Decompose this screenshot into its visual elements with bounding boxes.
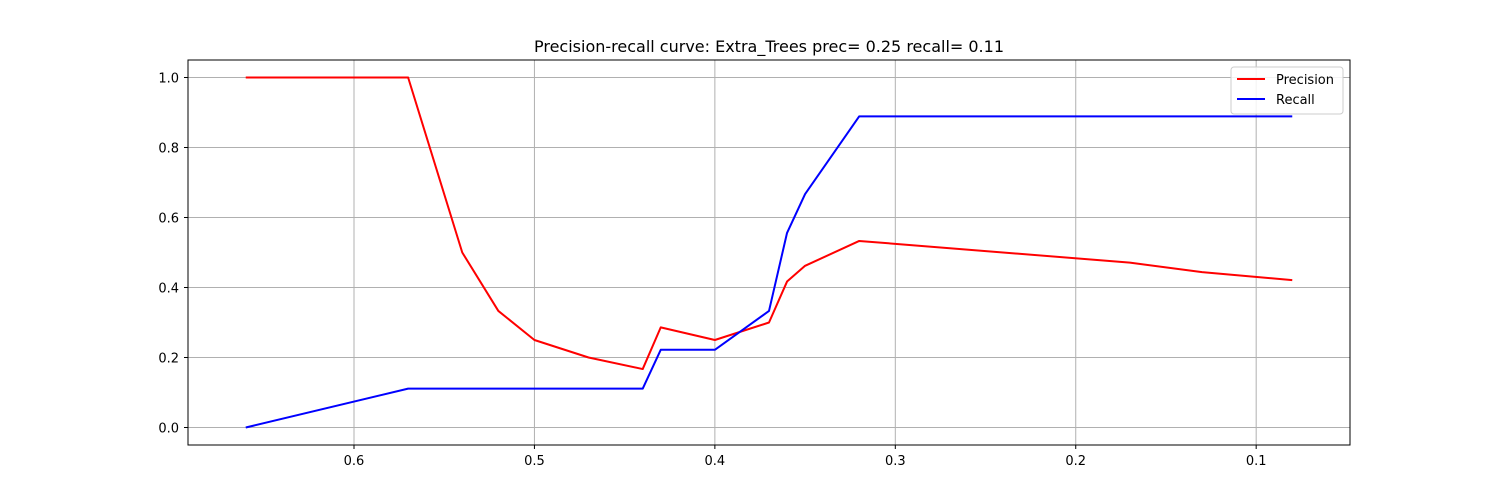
y-tick-label: 0.2	[158, 352, 179, 367]
series-lines	[245, 76, 1293, 429]
series-line-precision	[245, 76, 1293, 371]
y-tick-label: 0.6	[158, 212, 179, 227]
y-tick-label: 0.4	[158, 282, 179, 297]
grid-lines	[188, 60, 1350, 445]
axis-ticks: 0.6 0.5 0.4 0.3 0.2 0.1 0.0 0.2 0.4 0.6 0.8 1.0	[158, 72, 1266, 470]
plot-frame	[187, 59, 1351, 446]
x-tick-label: 0.3	[885, 454, 906, 469]
x-tick-label: 0.5	[524, 454, 545, 469]
x-tick-label: 0.6	[344, 454, 365, 469]
legend: Precision Recall	[1230, 66, 1344, 115]
x-tick-label: 0.4	[705, 454, 726, 469]
legend-label-precision: Precision	[1276, 73, 1334, 88]
y-tick-label: 1.0	[158, 72, 179, 87]
chart-title: Precision-recall curve: Extra_Trees prec…	[534, 37, 1004, 57]
series-line-recall	[245, 115, 1293, 429]
y-tick-label: 0.8	[158, 142, 179, 157]
x-tick-label: 0.2	[1065, 454, 1086, 469]
y-tick-label: 0.0	[158, 422, 179, 437]
x-tick-label: 0.1	[1246, 454, 1267, 469]
legend-label-recall: Recall	[1276, 93, 1315, 108]
